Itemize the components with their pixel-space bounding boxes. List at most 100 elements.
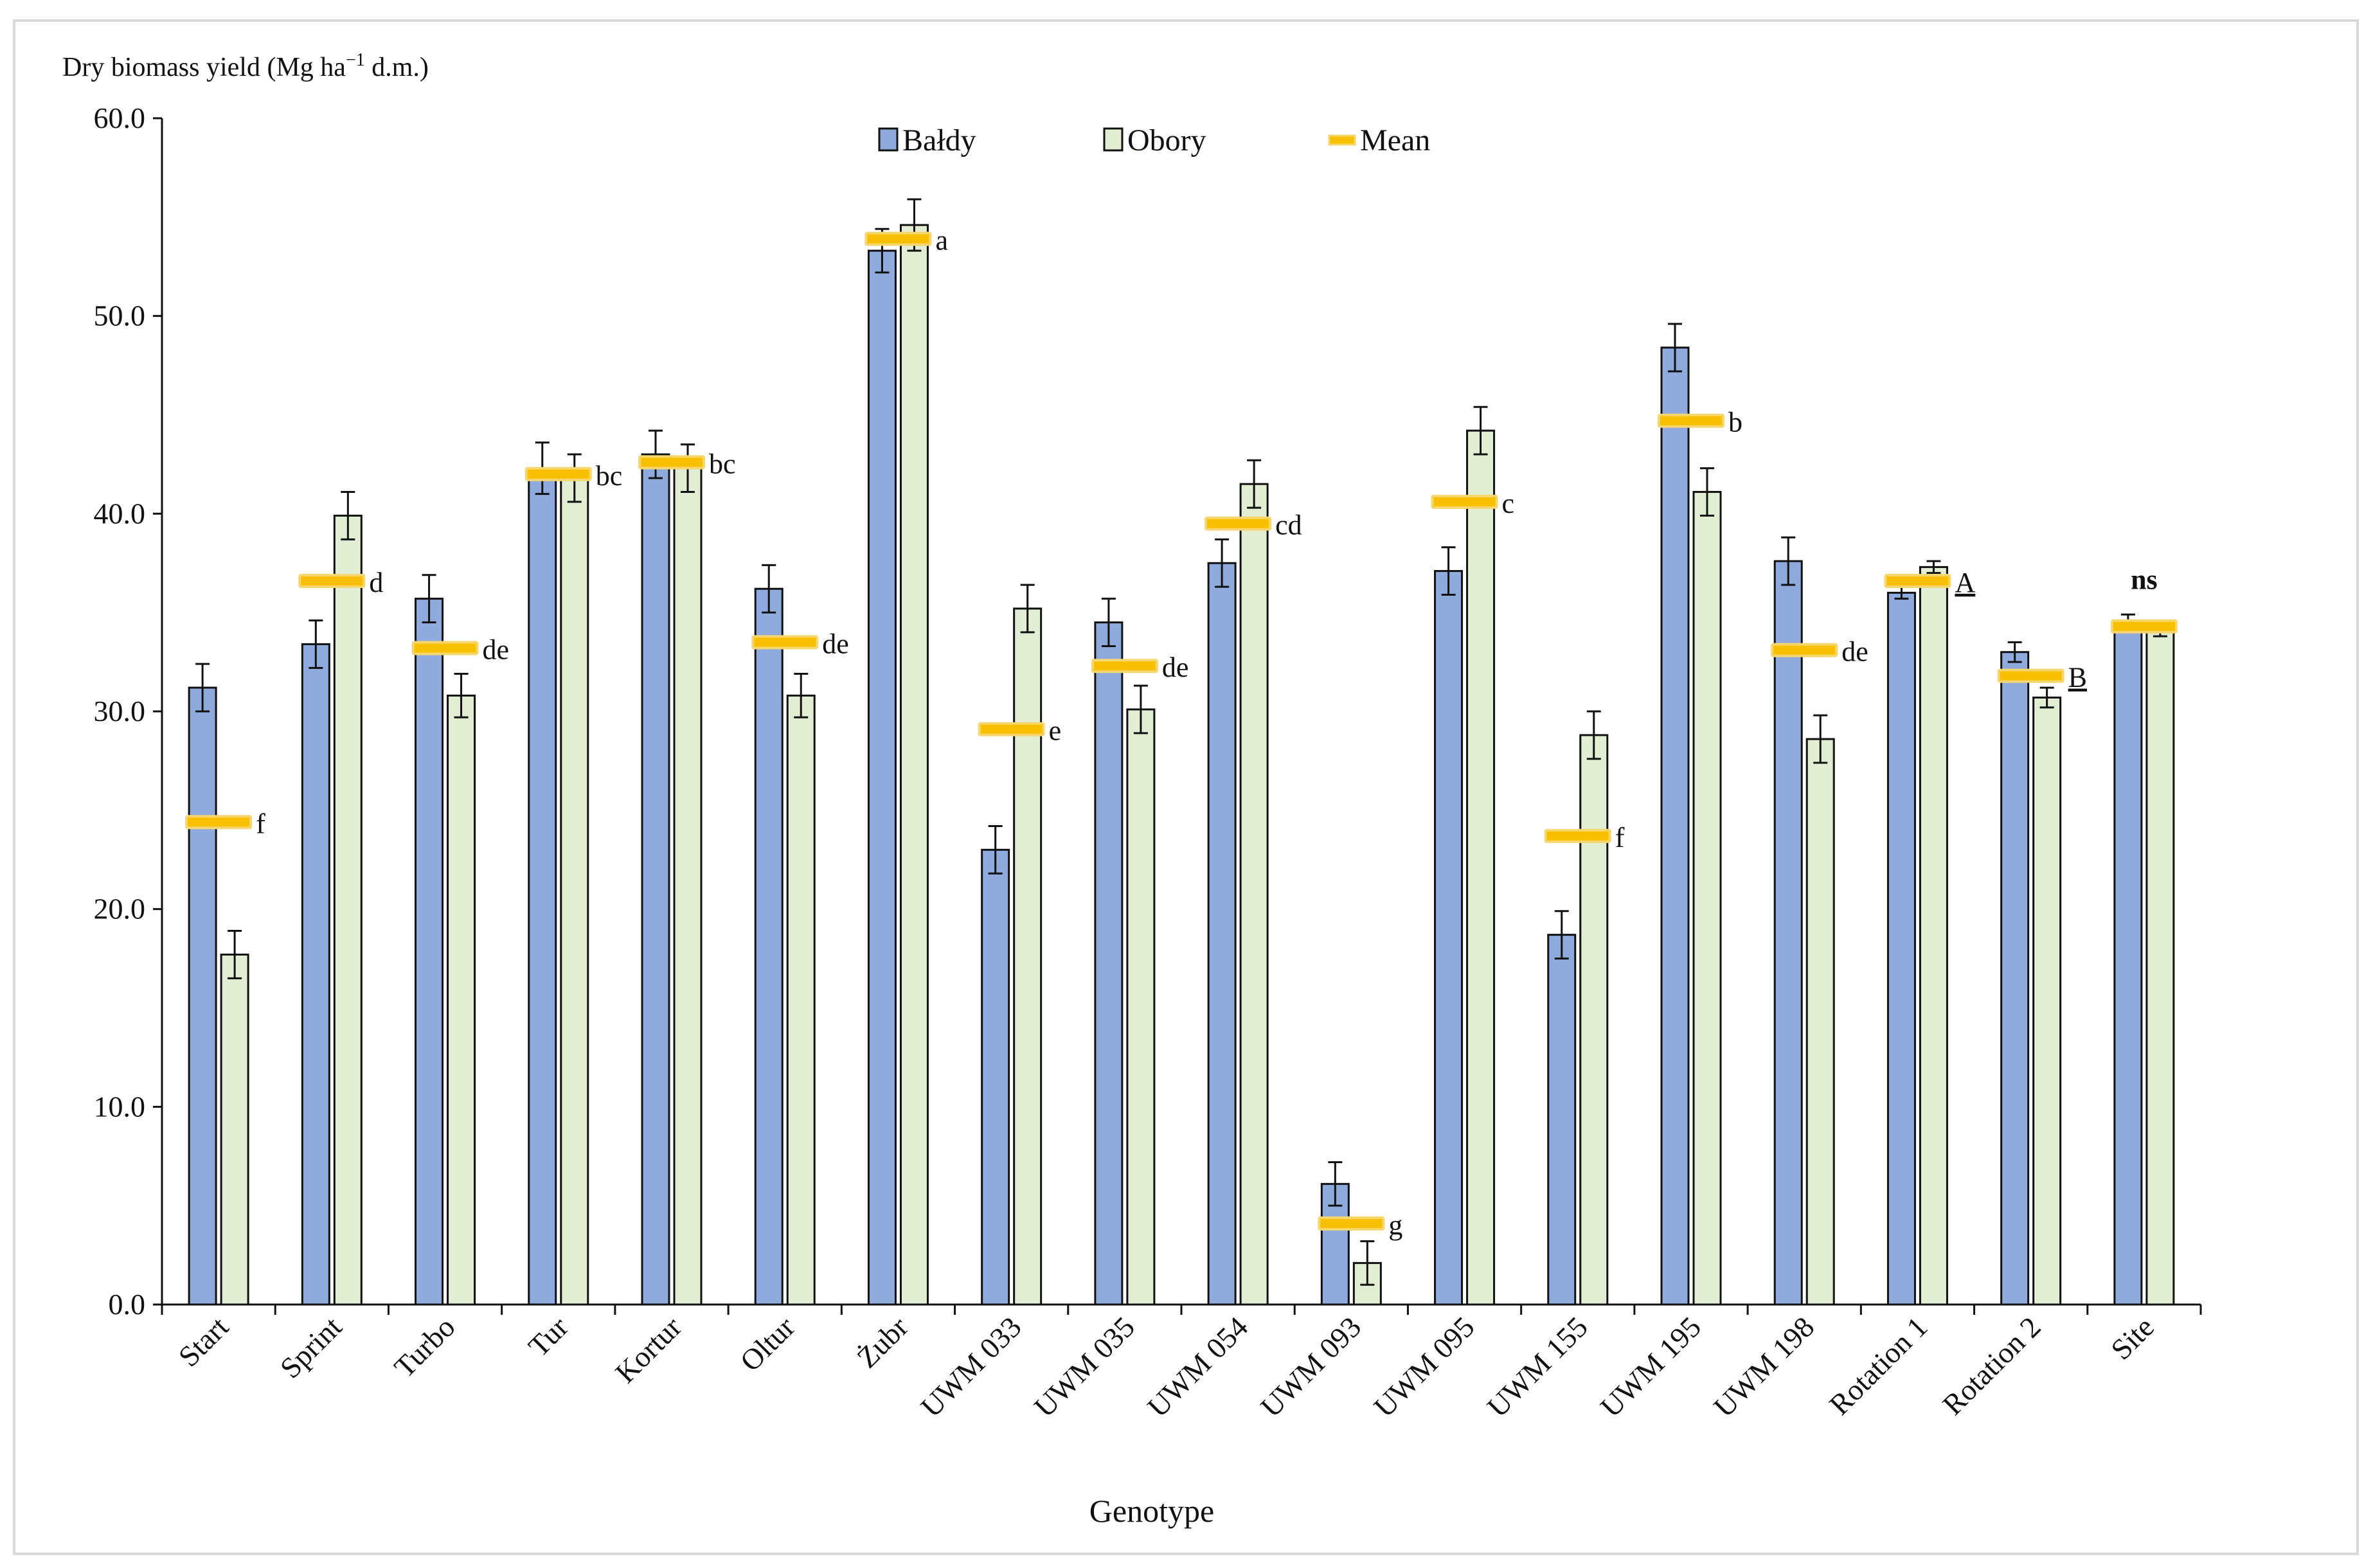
y-tick-label-60.0: 60.0	[94, 102, 146, 134]
annotations-layer: f d de bc bc de a e de cd g c f b de A Bns	[256, 225, 2158, 1241]
bar-Obory-UWM 033	[1013, 607, 1043, 1306]
mean-marker-Rotation 2	[1997, 668, 2064, 683]
x-tick-label-Turbo: Turbo	[388, 1310, 461, 1384]
annotation-Żubr: a	[935, 225, 948, 256]
bar-Obory-Rotation 2	[2032, 696, 2062, 1306]
bar-Bałdy-Tur	[528, 467, 557, 1306]
x-tick-label-Żubr: Żubr	[850, 1310, 914, 1374]
chart-frame: Dry biomass yield (Mg ha−1 d.m.) f d de bc b…	[13, 19, 2359, 1555]
bar-Obory-UWM 095	[1466, 429, 1496, 1306]
annotation-UWM 198: de	[1841, 636, 1868, 668]
bar-Bałdy-UWM 054	[1207, 562, 1237, 1306]
bar-Obory-Turbo	[447, 694, 476, 1306]
bar-Bałdy-Turbo	[415, 598, 444, 1306]
mean-marker-Rotation 1	[1884, 573, 1951, 588]
annotation-Sprint: d	[369, 567, 383, 598]
y-tick-label-30.0: 30.0	[94, 695, 146, 727]
bar-Bałdy-Start	[188, 686, 217, 1306]
bar-Obory-Site	[2145, 627, 2175, 1306]
legend: Bałdy Obory Mean	[878, 123, 1430, 157]
mean-marker-UWM 054	[1204, 516, 1272, 531]
bar-Obory-UWM 198	[1805, 738, 1835, 1306]
x-tick-label-UWM 093: UWM 093	[1254, 1310, 1367, 1423]
x-tick-label-UWM 095: UWM 095	[1368, 1310, 1481, 1423]
annotation-UWM 195: b	[1728, 407, 1742, 438]
annotation-Oltur: de	[822, 628, 849, 659]
legend-swatch-Obory	[1103, 127, 1124, 152]
y-axis-title: Dry biomass yield (Mg ha−1 d.m.)	[62, 50, 429, 82]
annotation-UWM 155: f	[1615, 822, 1625, 853]
x-axis-title: Genotype	[1089, 1493, 1214, 1529]
annotation-UWM 054: cd	[1275, 510, 1302, 541]
bar-Obory-Kortur	[673, 467, 703, 1306]
means-layer	[185, 231, 2178, 1231]
mean-marker-Site	[2110, 619, 2178, 634]
mean-marker-UWM 093	[1318, 1216, 1385, 1231]
mean-marker-Sprint	[298, 573, 366, 588]
bar-Bałdy-Rotation 1	[1886, 591, 1916, 1306]
annotation-Site: ns	[2131, 564, 2158, 596]
bar-Obory-Sprint	[333, 514, 363, 1306]
x-tick-label-UWM 054: UWM 054	[1141, 1310, 1254, 1423]
bar-Obory-UWM 035	[1126, 708, 1156, 1306]
error-bars-layer	[195, 198, 2167, 1286]
x-tick-label-Kortur: Kortur	[609, 1310, 688, 1389]
bar-Bałdy-Rotation 2	[2000, 651, 2030, 1306]
x-tick-label-Oltur: Oltur	[734, 1310, 801, 1378]
bar-Obory-Żubr	[899, 224, 929, 1306]
y-tick-label-20.0: 20.0	[94, 893, 146, 925]
x-tick-label-Site: Site	[2104, 1310, 2160, 1366]
x-tick-label-UWM 033: UWM 033	[915, 1310, 1028, 1423]
bar-Obory-Tur	[560, 477, 589, 1306]
mean-marker-Turbo	[411, 641, 479, 655]
annotation-UWM 093: g	[1388, 1209, 1402, 1241]
x-tick-label-Rotation 2: Rotation 2	[1936, 1310, 2047, 1421]
annotation-UWM 035: de	[1162, 652, 1189, 683]
mean-marker-Tur	[524, 467, 592, 481]
y-tick-label-50.0: 50.0	[94, 299, 146, 332]
annotation-UWM 033: e	[1049, 715, 1062, 747]
x-tick-label-Start: Start	[172, 1310, 235, 1373]
legend-label-Bałdy: Bałdy	[902, 123, 976, 157]
bar-Obory-UWM 054	[1239, 483, 1269, 1306]
x-tick-label-Tur: Tur	[522, 1310, 575, 1363]
annotation-Tur: bc	[596, 460, 623, 492]
annotation-Start: f	[256, 808, 265, 839]
bar-Bałdy-UWM 195	[1660, 346, 1690, 1306]
y-tick-label-10.0: 10.0	[94, 1090, 146, 1123]
x-tick-label-UWM 035: UWM 035	[1028, 1310, 1141, 1423]
bar-Obory-Rotation 1	[1919, 566, 1948, 1306]
x-tick-label-Sprint: Sprint	[274, 1310, 348, 1385]
bar-Bałdy-Żubr	[867, 249, 897, 1306]
legend-label-Mean: Mean	[1360, 123, 1430, 157]
x-tick-label-UWM 195: UWM 195	[1594, 1310, 1707, 1423]
y-tick-label-0.0: 0.0	[109, 1288, 146, 1321]
legend-label-Obory: Obory	[1127, 123, 1206, 157]
annotation-Kortur: bc	[709, 448, 736, 479]
mean-marker-UWM 033	[978, 722, 1045, 736]
x-tick-label-UWM 155: UWM 155	[1481, 1310, 1594, 1423]
bar-Obory-UWM 195	[1692, 490, 1722, 1306]
bars-layer	[188, 224, 2175, 1306]
bar-Obory-Oltur	[786, 694, 816, 1306]
annotation-Turbo: de	[483, 634, 510, 666]
bar-Bałdy-Site	[2113, 621, 2143, 1306]
y-tick-label-40.0: 40.0	[94, 497, 146, 530]
annotation-Rotation 2: B	[2068, 662, 2087, 693]
bar-Bałdy-UWM 033	[981, 848, 1010, 1306]
x-tick-label-Rotation 1: Rotation 1	[1823, 1310, 1934, 1421]
x-tick-label-UWM 198: UWM 198	[1707, 1310, 1820, 1423]
mean-marker-Oltur	[751, 635, 819, 650]
bar-Bałdy-UWM 198	[1773, 560, 1803, 1306]
bar-chart: Dry biomass yield (Mg ha−1 d.m.) f d de bc b…	[62, 50, 2202, 1529]
bar-Obory-UWM 155	[1579, 734, 1609, 1306]
bar-Obory-Start	[220, 953, 249, 1306]
bar-Bałdy-UWM 155	[1547, 934, 1577, 1306]
annotation-Rotation 1: A	[1955, 567, 1975, 598]
bar-Bałdy-Kortur	[641, 453, 670, 1306]
bar-Bałdy-Sprint	[301, 643, 330, 1306]
mean-marker-UWM 035	[1091, 659, 1158, 673]
mean-marker-UWM 195	[1658, 413, 1724, 428]
bar-Bałdy-UWM 095	[1434, 570, 1464, 1306]
mean-marker-Żubr	[864, 231, 932, 246]
